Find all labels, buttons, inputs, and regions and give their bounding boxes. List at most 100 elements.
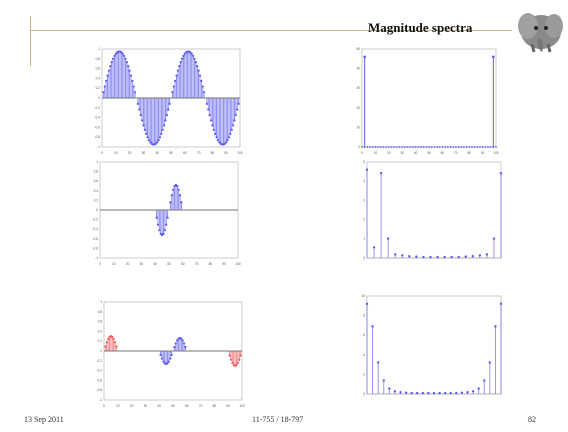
stem-marker — [494, 325, 497, 328]
stem-marker — [172, 85, 175, 88]
x-tick-label: 10 — [374, 151, 378, 155]
y-tick-label: 2 — [363, 372, 365, 376]
stem-marker — [180, 337, 183, 340]
stem-marker — [120, 51, 123, 54]
stem-marker — [479, 146, 481, 148]
plot-frame — [361, 48, 497, 148]
stem-marker — [481, 146, 484, 148]
stem-marker — [231, 361, 234, 365]
stem-marker — [156, 141, 159, 144]
plot-spectrum-windowed-sine: 5 4 3 2 1 0 — [363, 160, 503, 260]
stem-marker — [399, 390, 402, 394]
stem-marker — [181, 339, 184, 342]
stem-marker — [163, 229, 166, 232]
stem-marker — [173, 345, 176, 349]
y-tick-label: -0.2 — [95, 106, 101, 110]
stem-marker — [438, 146, 441, 148]
stem-marker — [169, 201, 172, 204]
x-tick-label: 80 — [209, 262, 213, 266]
stem-marker — [385, 146, 388, 148]
stem-marker — [371, 325, 374, 328]
stem-marker — [433, 146, 436, 148]
stem-marker — [107, 337, 110, 341]
stem-marker — [468, 146, 471, 148]
stem-marker — [455, 391, 458, 395]
stem-marker — [390, 146, 393, 148]
stem-marker — [190, 52, 193, 55]
stem-marker — [138, 108, 141, 111]
stem-marker — [161, 128, 164, 131]
stem-marker — [430, 146, 433, 148]
stem-marker — [395, 146, 398, 148]
stem-marker — [170, 194, 173, 197]
stem-marker — [476, 146, 479, 148]
stem-marker — [229, 132, 232, 135]
stem-marker — [377, 146, 379, 148]
stem-marker — [156, 223, 160, 226]
stem-marker — [438, 391, 441, 395]
stem-marker — [412, 146, 414, 148]
x-tick-label: 70 — [199, 404, 203, 408]
stem-marker — [212, 128, 215, 131]
stem-marker — [207, 108, 210, 111]
stem-marker — [443, 255, 446, 259]
y-tick-label: 0.6 — [94, 179, 99, 183]
x-tick-label: 80 — [211, 151, 215, 155]
y-tick-label: 0.6 — [98, 320, 103, 324]
stem-marker — [409, 146, 412, 148]
stem-marker — [146, 136, 149, 139]
stem-marker — [209, 119, 213, 122]
stem-marker — [436, 255, 439, 259]
stem-marker — [410, 391, 413, 395]
stem-marker — [111, 335, 114, 338]
x-tick-label: 40 — [414, 151, 418, 155]
stem-marker — [449, 391, 452, 395]
stem-marker — [218, 141, 221, 144]
stem-marker — [191, 54, 195, 57]
stem-marker — [214, 132, 217, 135]
stem-marker — [184, 345, 187, 349]
stem-marker — [230, 128, 233, 131]
stem-marker — [205, 102, 208, 105]
stem-marker — [462, 146, 465, 148]
stem-marker — [421, 391, 425, 395]
plot-mixed-sine: 0 10 20 30 40 50 60 70 80 90 100 1 0.8 0.6 0.4 0.2 0 -0.2… — [97, 300, 245, 408]
stem-marker — [393, 146, 396, 148]
y-tick-label: 0 — [96, 208, 98, 212]
stem-marker — [107, 69, 110, 72]
y-tick-label: 0 — [363, 256, 365, 260]
stem-marker — [132, 85, 135, 88]
x-tick-label: 100 — [493, 151, 499, 155]
stem-marker — [379, 172, 383, 175]
stem-marker — [457, 255, 460, 259]
x-tick-label: 50 — [427, 151, 431, 155]
y-tick-label: -0.4 — [97, 369, 103, 373]
y-tick-label: -0.2 — [97, 359, 103, 363]
stem-marker — [177, 188, 180, 191]
stem-marker — [208, 114, 211, 117]
y-tick-label: 20 — [356, 106, 360, 110]
stem-marker — [382, 146, 385, 148]
stem-marker — [211, 124, 214, 127]
y-tick-label: -0.4 — [95, 116, 101, 120]
stem-marker — [398, 146, 401, 148]
stem-marker — [176, 69, 179, 72]
y-tick-label: 0.4 — [94, 189, 99, 193]
stem-marker — [422, 255, 425, 259]
x-tick-label: 0 — [101, 151, 103, 155]
stem-marker — [198, 74, 202, 77]
x-tick-label: 70 — [454, 151, 458, 155]
stem-marker — [393, 390, 397, 393]
stem-marker — [166, 216, 169, 219]
stem-marker — [136, 102, 139, 105]
stem-marker — [169, 357, 172, 360]
stem-marker — [388, 387, 391, 390]
y-tick-label: 1 — [98, 47, 100, 51]
x-tick-label: 0 — [103, 404, 105, 408]
stem-marker — [227, 136, 231, 139]
stem-marker — [162, 360, 165, 363]
stem-marker — [182, 342, 186, 345]
stem-marker — [121, 52, 124, 55]
x-tick-label: 50 — [171, 404, 175, 408]
x-tick-label: 40 — [157, 404, 161, 408]
